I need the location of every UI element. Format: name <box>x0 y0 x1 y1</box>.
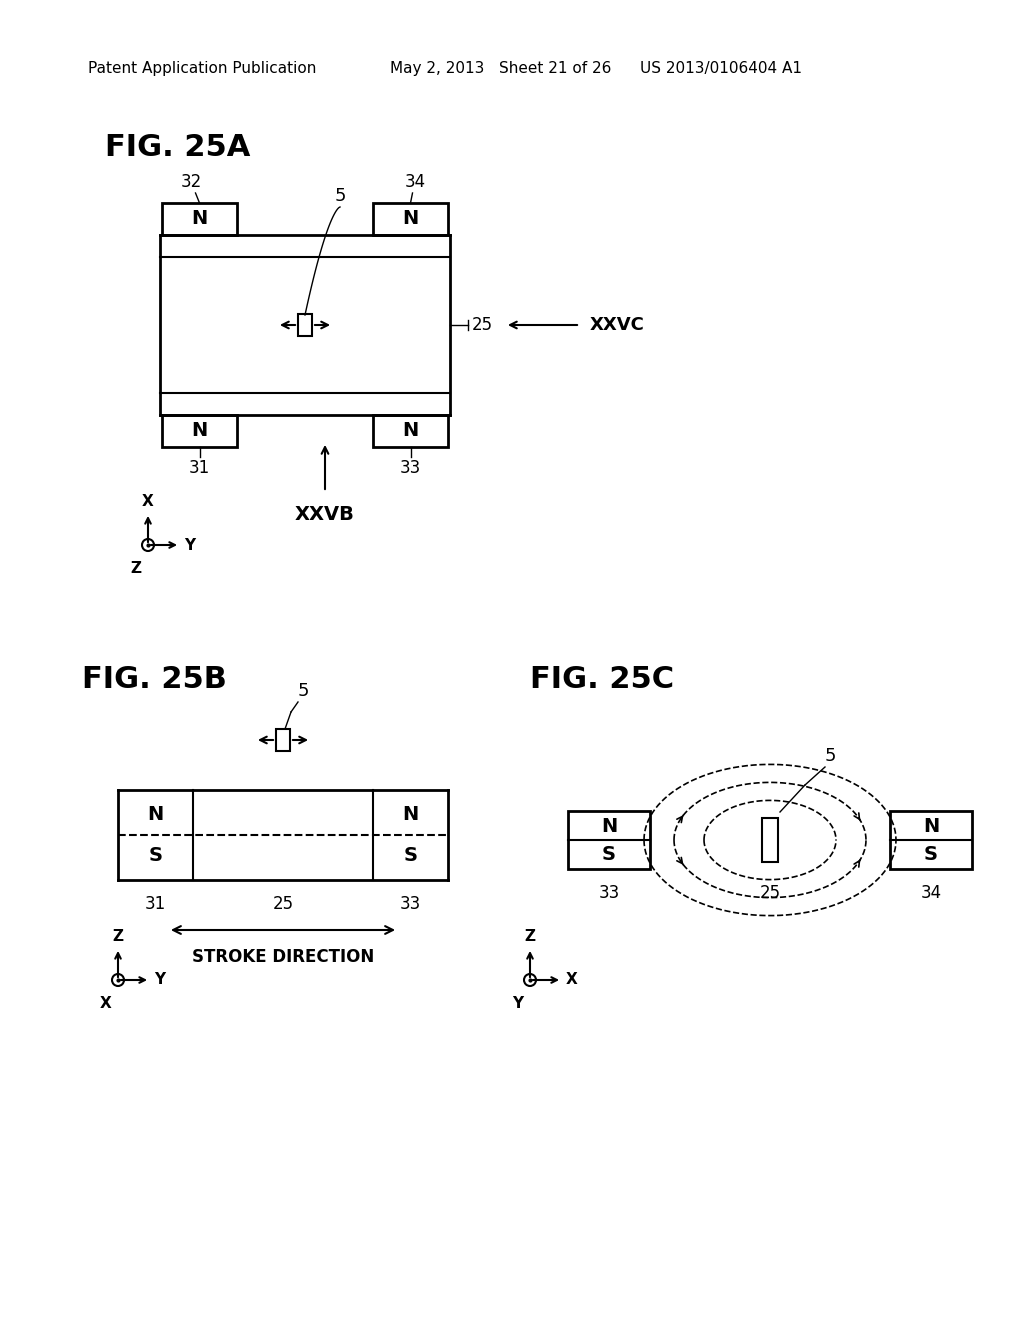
Text: Patent Application Publication: Patent Application Publication <box>88 61 316 75</box>
Bar <box>162 414 237 447</box>
Text: US 2013/0106404 A1: US 2013/0106404 A1 <box>640 61 802 75</box>
Text: Z: Z <box>130 561 141 576</box>
Text: FIG. 25C: FIG. 25C <box>530 665 674 694</box>
Text: N: N <box>191 421 208 441</box>
Bar <box>373 203 449 235</box>
Text: N: N <box>923 817 939 836</box>
Bar <box>568 810 650 869</box>
Text: XXVB: XXVB <box>295 506 355 524</box>
Bar <box>762 818 778 862</box>
Text: S: S <box>924 845 938 863</box>
Text: 34: 34 <box>404 173 426 191</box>
Text: 25: 25 <box>760 884 780 902</box>
Bar <box>162 203 237 235</box>
Text: N: N <box>601 817 617 836</box>
Bar <box>276 729 290 751</box>
Bar <box>298 314 312 337</box>
Text: S: S <box>148 846 163 865</box>
Text: N: N <box>402 210 419 228</box>
Text: FIG. 25A: FIG. 25A <box>105 133 251 162</box>
Text: X: X <box>566 973 578 987</box>
Text: 32: 32 <box>181 173 202 191</box>
Text: 33: 33 <box>400 895 421 913</box>
Bar <box>890 810 972 869</box>
Text: S: S <box>403 846 418 865</box>
Text: Z: Z <box>113 929 124 944</box>
Text: Y: Y <box>154 973 165 987</box>
Text: 31: 31 <box>144 895 166 913</box>
Text: 33: 33 <box>400 459 421 477</box>
Text: Y: Y <box>512 997 523 1011</box>
Text: S: S <box>602 845 616 863</box>
Text: May 2, 2013   Sheet 21 of 26: May 2, 2013 Sheet 21 of 26 <box>390 61 611 75</box>
Text: 33: 33 <box>598 884 620 902</box>
Text: 25: 25 <box>472 315 494 334</box>
Text: Z: Z <box>524 929 536 944</box>
Text: N: N <box>402 421 419 441</box>
Bar <box>373 414 449 447</box>
Text: N: N <box>402 805 419 824</box>
Text: 5: 5 <box>334 187 346 205</box>
Text: XXVC: XXVC <box>590 315 645 334</box>
Text: Y: Y <box>184 537 196 553</box>
Text: 5: 5 <box>297 682 309 700</box>
Text: X: X <box>100 997 112 1011</box>
Text: 25: 25 <box>272 895 294 913</box>
Text: N: N <box>147 805 164 824</box>
Text: FIG. 25B: FIG. 25B <box>82 665 227 694</box>
Text: X: X <box>142 494 154 510</box>
Text: 34: 34 <box>921 884 941 902</box>
Text: STROKE DIRECTION: STROKE DIRECTION <box>191 948 374 966</box>
Text: N: N <box>191 210 208 228</box>
Text: 5: 5 <box>824 747 836 766</box>
Text: 31: 31 <box>188 459 210 477</box>
